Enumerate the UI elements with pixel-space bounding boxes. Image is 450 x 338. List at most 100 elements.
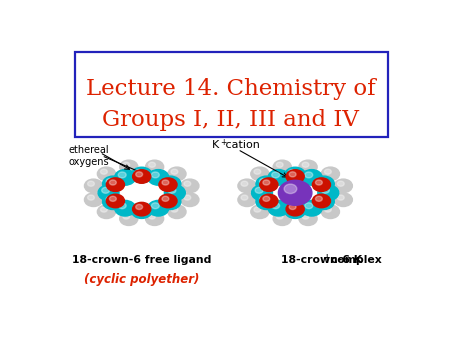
Text: complex: complex xyxy=(327,256,381,265)
Circle shape xyxy=(120,160,138,174)
Circle shape xyxy=(160,194,181,210)
Circle shape xyxy=(135,170,143,175)
Circle shape xyxy=(305,172,313,178)
Text: Groups I, II, III and IV: Groups I, II, III and IV xyxy=(102,109,359,131)
Circle shape xyxy=(289,204,296,210)
Circle shape xyxy=(254,207,261,212)
Circle shape xyxy=(286,202,304,216)
Circle shape xyxy=(321,205,339,219)
Circle shape xyxy=(85,179,103,193)
Circle shape xyxy=(273,212,291,225)
Circle shape xyxy=(181,179,199,193)
Circle shape xyxy=(241,181,248,186)
Circle shape xyxy=(148,214,156,219)
Circle shape xyxy=(118,172,126,178)
Text: cation: cation xyxy=(222,140,260,150)
Circle shape xyxy=(120,212,138,225)
Circle shape xyxy=(288,205,296,211)
Circle shape xyxy=(324,169,331,174)
Circle shape xyxy=(324,207,331,212)
Circle shape xyxy=(145,212,164,225)
Circle shape xyxy=(136,172,143,177)
Circle shape xyxy=(288,170,296,175)
Circle shape xyxy=(263,196,270,201)
Circle shape xyxy=(123,162,130,167)
Circle shape xyxy=(131,203,152,218)
Circle shape xyxy=(260,194,278,208)
Circle shape xyxy=(163,196,171,202)
Circle shape xyxy=(256,194,277,210)
Circle shape xyxy=(184,195,191,200)
Circle shape xyxy=(272,203,279,209)
Circle shape xyxy=(160,176,181,192)
Circle shape xyxy=(118,203,126,209)
Circle shape xyxy=(109,196,116,201)
Circle shape xyxy=(88,181,94,186)
Circle shape xyxy=(102,187,110,193)
Circle shape xyxy=(151,172,159,178)
Circle shape xyxy=(145,160,164,174)
Circle shape xyxy=(276,162,283,167)
Circle shape xyxy=(338,195,344,200)
Circle shape xyxy=(131,167,152,183)
Circle shape xyxy=(289,172,296,177)
Circle shape xyxy=(299,160,317,174)
FancyBboxPatch shape xyxy=(76,52,387,137)
Circle shape xyxy=(103,176,123,192)
Circle shape xyxy=(162,180,169,185)
Text: Lecture 14. Chemistry of: Lecture 14. Chemistry of xyxy=(86,78,375,100)
Circle shape xyxy=(302,162,309,167)
Circle shape xyxy=(315,196,322,201)
Circle shape xyxy=(115,170,135,185)
Circle shape xyxy=(313,176,334,192)
Circle shape xyxy=(312,194,330,208)
Circle shape xyxy=(241,195,248,200)
Circle shape xyxy=(136,204,143,210)
Circle shape xyxy=(318,185,339,201)
Circle shape xyxy=(260,196,267,202)
Circle shape xyxy=(106,178,114,185)
Circle shape xyxy=(315,180,322,185)
Circle shape xyxy=(312,178,330,191)
Circle shape xyxy=(162,196,169,201)
Circle shape xyxy=(254,169,261,174)
Circle shape xyxy=(106,196,114,202)
Circle shape xyxy=(251,167,269,180)
Circle shape xyxy=(301,200,322,216)
Circle shape xyxy=(168,187,176,193)
Circle shape xyxy=(301,170,322,185)
Circle shape xyxy=(100,169,108,174)
Circle shape xyxy=(85,193,103,207)
Circle shape xyxy=(168,205,186,219)
Circle shape xyxy=(103,194,123,210)
Circle shape xyxy=(334,179,352,193)
Circle shape xyxy=(321,167,339,180)
Circle shape xyxy=(148,162,156,167)
Circle shape xyxy=(321,187,329,193)
Circle shape xyxy=(256,176,277,192)
Circle shape xyxy=(164,185,185,201)
Circle shape xyxy=(171,207,178,212)
Circle shape xyxy=(286,170,304,183)
Circle shape xyxy=(299,212,317,225)
Circle shape xyxy=(260,178,278,191)
Circle shape xyxy=(123,214,130,219)
Circle shape xyxy=(255,187,263,193)
Circle shape xyxy=(168,167,186,180)
Circle shape xyxy=(133,170,151,183)
Circle shape xyxy=(273,160,291,174)
Circle shape xyxy=(88,195,94,200)
Circle shape xyxy=(238,179,256,193)
Circle shape xyxy=(338,181,344,186)
Circle shape xyxy=(276,214,283,219)
Circle shape xyxy=(238,193,256,207)
Circle shape xyxy=(268,170,289,185)
Circle shape xyxy=(268,200,289,216)
Circle shape xyxy=(305,203,313,209)
Circle shape xyxy=(263,180,270,185)
Circle shape xyxy=(133,202,151,216)
Circle shape xyxy=(97,167,116,180)
Circle shape xyxy=(151,203,159,209)
Circle shape xyxy=(334,193,352,207)
Circle shape xyxy=(251,205,269,219)
